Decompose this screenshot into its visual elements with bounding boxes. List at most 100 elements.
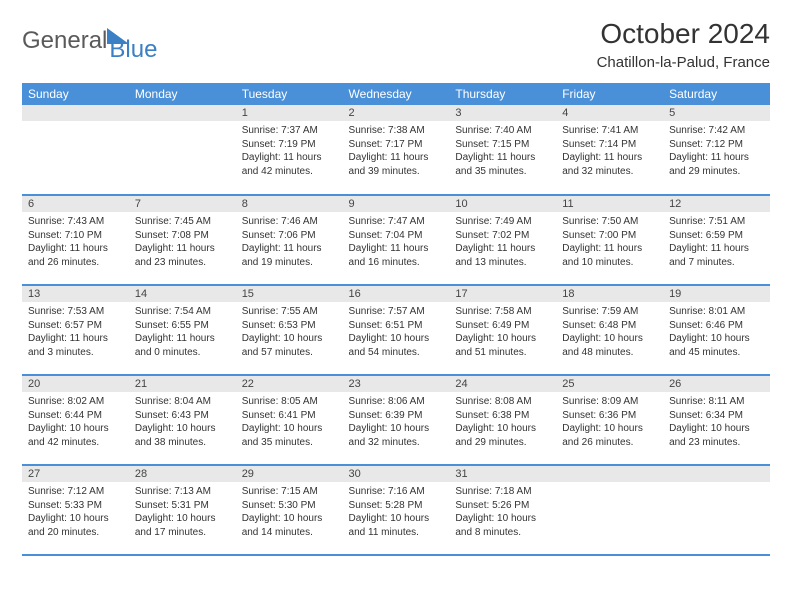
sunset-line: Sunset: 7:10 PM [28, 229, 123, 243]
day-number: 6 [22, 196, 129, 212]
day-details: Sunrise: 8:02 AMSunset: 6:44 PMDaylight:… [22, 392, 129, 455]
daylight-line: Daylight: 11 hours and 42 minutes. [242, 151, 337, 178]
calendar-day-cell: 1Sunrise: 7:37 AMSunset: 7:19 PMDaylight… [236, 105, 343, 195]
calendar-day-cell: 16Sunrise: 7:57 AMSunset: 6:51 PMDayligh… [343, 285, 450, 375]
day-number: 4 [556, 105, 663, 121]
day-number: 18 [556, 286, 663, 302]
daylight-line: Daylight: 10 hours and 20 minutes. [28, 512, 123, 539]
weekday-header: Wednesday [343, 83, 450, 105]
daylight-line: Daylight: 10 hours and 45 minutes. [669, 332, 764, 359]
daylight-line: Daylight: 11 hours and 10 minutes. [562, 242, 657, 269]
sunrise-line: Sunrise: 8:05 AM [242, 395, 337, 409]
calendar-day-cell [129, 105, 236, 195]
sunset-line: Sunset: 5:31 PM [135, 499, 230, 513]
daylight-line: Daylight: 11 hours and 32 minutes. [562, 151, 657, 178]
sunset-line: Sunset: 7:14 PM [562, 138, 657, 152]
month-title: October 2024 [597, 18, 770, 50]
daylight-line: Daylight: 11 hours and 13 minutes. [455, 242, 550, 269]
sunset-line: Sunset: 7:19 PM [242, 138, 337, 152]
calendar-day-cell: 11Sunrise: 7:50 AMSunset: 7:00 PMDayligh… [556, 195, 663, 285]
daylight-line: Daylight: 11 hours and 16 minutes. [349, 242, 444, 269]
sunset-line: Sunset: 7:17 PM [349, 138, 444, 152]
title-block: October 2024 Chatillon-la-Palud, France [597, 18, 770, 71]
daylight-line: Daylight: 11 hours and 3 minutes. [28, 332, 123, 359]
sunset-line: Sunset: 7:06 PM [242, 229, 337, 243]
sunset-line: Sunset: 6:36 PM [562, 409, 657, 423]
sunset-line: Sunset: 7:12 PM [669, 138, 764, 152]
day-number: 16 [343, 286, 450, 302]
day-number: 28 [129, 466, 236, 482]
day-details: Sunrise: 8:09 AMSunset: 6:36 PMDaylight:… [556, 392, 663, 455]
sunset-line: Sunset: 6:38 PM [455, 409, 550, 423]
calendar-day-cell: 9Sunrise: 7:47 AMSunset: 7:04 PMDaylight… [343, 195, 450, 285]
daylight-line: Daylight: 10 hours and 42 minutes. [28, 422, 123, 449]
logo: General Blue [22, 18, 157, 64]
sunrise-line: Sunrise: 7:54 AM [135, 305, 230, 319]
sunset-line: Sunset: 5:33 PM [28, 499, 123, 513]
sunrise-line: Sunrise: 7:46 AM [242, 215, 337, 229]
day-number: 5 [663, 105, 770, 121]
day-details: Sunrise: 7:40 AMSunset: 7:15 PMDaylight:… [449, 121, 556, 184]
calendar-day-cell: 22Sunrise: 8:05 AMSunset: 6:41 PMDayligh… [236, 375, 343, 465]
daylight-line: Daylight: 10 hours and 38 minutes. [135, 422, 230, 449]
daylight-line: Daylight: 10 hours and 14 minutes. [242, 512, 337, 539]
day-number: 24 [449, 376, 556, 392]
calendar-day-cell: 15Sunrise: 7:55 AMSunset: 6:53 PMDayligh… [236, 285, 343, 375]
sunset-line: Sunset: 6:59 PM [669, 229, 764, 243]
day-details: Sunrise: 7:16 AMSunset: 5:28 PMDaylight:… [343, 482, 450, 545]
daylight-line: Daylight: 11 hours and 19 minutes. [242, 242, 337, 269]
sunrise-line: Sunrise: 7:57 AM [349, 305, 444, 319]
calendar-body: 1Sunrise: 7:37 AMSunset: 7:19 PMDaylight… [22, 105, 770, 555]
sunrise-line: Sunrise: 7:40 AM [455, 124, 550, 138]
page-header: General Blue October 2024 Chatillon-la-P… [22, 18, 770, 71]
sunset-line: Sunset: 6:51 PM [349, 319, 444, 333]
calendar-day-cell: 20Sunrise: 8:02 AMSunset: 6:44 PMDayligh… [22, 375, 129, 465]
day-number: 21 [129, 376, 236, 392]
calendar-day-cell: 5Sunrise: 7:42 AMSunset: 7:12 PMDaylight… [663, 105, 770, 195]
sunrise-line: Sunrise: 8:09 AM [562, 395, 657, 409]
sunrise-line: Sunrise: 7:16 AM [349, 485, 444, 499]
sunrise-line: Sunrise: 7:41 AM [562, 124, 657, 138]
sunrise-line: Sunrise: 7:47 AM [349, 215, 444, 229]
sunset-line: Sunset: 5:28 PM [349, 499, 444, 513]
sunrise-line: Sunrise: 8:01 AM [669, 305, 764, 319]
sunrise-line: Sunrise: 7:13 AM [135, 485, 230, 499]
sunset-line: Sunset: 6:34 PM [669, 409, 764, 423]
day-number-empty [556, 466, 663, 482]
sunrise-line: Sunrise: 7:18 AM [455, 485, 550, 499]
sunrise-line: Sunrise: 7:42 AM [669, 124, 764, 138]
calendar-day-cell: 10Sunrise: 7:49 AMSunset: 7:02 PMDayligh… [449, 195, 556, 285]
day-details: Sunrise: 7:15 AMSunset: 5:30 PMDaylight:… [236, 482, 343, 545]
day-details: Sunrise: 7:41 AMSunset: 7:14 PMDaylight:… [556, 121, 663, 184]
day-details: Sunrise: 7:37 AMSunset: 7:19 PMDaylight:… [236, 121, 343, 184]
daylight-line: Daylight: 10 hours and 57 minutes. [242, 332, 337, 359]
calendar-day-cell: 3Sunrise: 7:40 AMSunset: 7:15 PMDaylight… [449, 105, 556, 195]
weekday-header: Thursday [449, 83, 556, 105]
day-details: Sunrise: 7:57 AMSunset: 6:51 PMDaylight:… [343, 302, 450, 365]
day-details: Sunrise: 7:18 AMSunset: 5:26 PMDaylight:… [449, 482, 556, 545]
calendar-day-cell: 23Sunrise: 8:06 AMSunset: 6:39 PMDayligh… [343, 375, 450, 465]
daylight-line: Daylight: 10 hours and 26 minutes. [562, 422, 657, 449]
sunrise-line: Sunrise: 7:50 AM [562, 215, 657, 229]
sunrise-line: Sunrise: 7:49 AM [455, 215, 550, 229]
calendar-day-cell: 17Sunrise: 7:58 AMSunset: 6:49 PMDayligh… [449, 285, 556, 375]
sunset-line: Sunset: 6:46 PM [669, 319, 764, 333]
day-number: 27 [22, 466, 129, 482]
sunrise-line: Sunrise: 8:02 AM [28, 395, 123, 409]
daylight-line: Daylight: 10 hours and 11 minutes. [349, 512, 444, 539]
calendar-day-cell: 13Sunrise: 7:53 AMSunset: 6:57 PMDayligh… [22, 285, 129, 375]
day-number: 12 [663, 196, 770, 212]
calendar-day-cell: 19Sunrise: 8:01 AMSunset: 6:46 PMDayligh… [663, 285, 770, 375]
sunset-line: Sunset: 5:30 PM [242, 499, 337, 513]
sunrise-line: Sunrise: 7:58 AM [455, 305, 550, 319]
day-details: Sunrise: 7:59 AMSunset: 6:48 PMDaylight:… [556, 302, 663, 365]
day-number: 7 [129, 196, 236, 212]
calendar-day-cell: 6Sunrise: 7:43 AMSunset: 7:10 PMDaylight… [22, 195, 129, 285]
sunset-line: Sunset: 6:43 PM [135, 409, 230, 423]
sunrise-line: Sunrise: 7:51 AM [669, 215, 764, 229]
day-number: 30 [343, 466, 450, 482]
sunset-line: Sunset: 7:00 PM [562, 229, 657, 243]
logo-text-blue: Blue [109, 36, 157, 64]
day-number: 23 [343, 376, 450, 392]
sunrise-line: Sunrise: 7:38 AM [349, 124, 444, 138]
